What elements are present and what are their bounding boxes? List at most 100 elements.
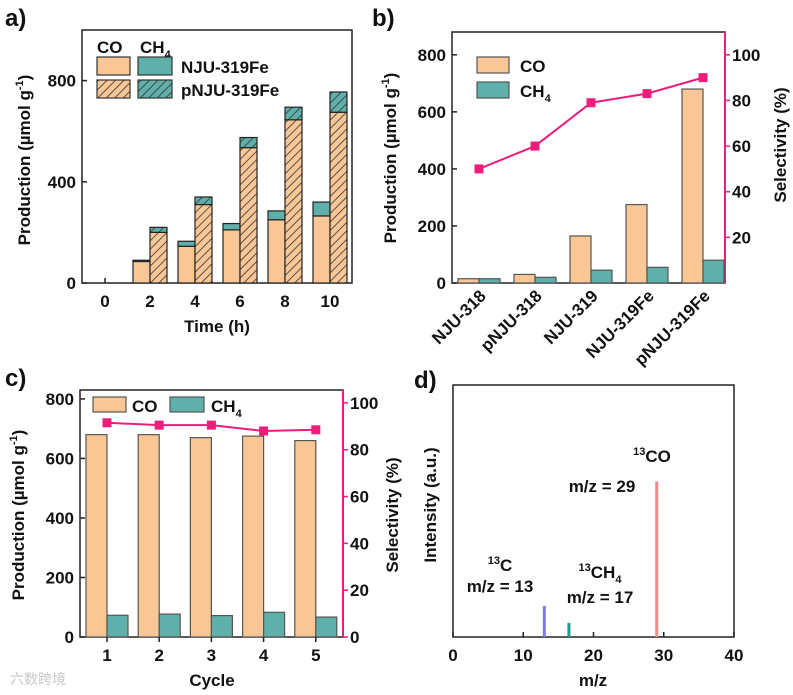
panel-c-ytick-label: 200 [46, 568, 74, 587]
panel-b-ytick-label: 400 [418, 160, 446, 179]
panel-a-xtick-label: 8 [280, 292, 289, 311]
panel-a-bar-co-NJU-319Fe [177, 245, 196, 284]
legend-swatch-nju-ch4 [137, 56, 173, 76]
panel-a-bar-co-pNJU-319Fe [194, 203, 213, 284]
panel-b-bar-ch4 [702, 259, 725, 284]
panel-c-selectivity-point [102, 418, 112, 428]
legend-col-co: CO [97, 38, 123, 57]
panel-a-bar-co-pNJU-319Fe [329, 111, 348, 284]
legend-label-pnju-319fe: pNJU-319Fe [181, 81, 279, 100]
legend-swatch-ch4 [476, 81, 510, 99]
panel-b-selectivity-point [586, 98, 596, 108]
panel-b-bar-co [569, 235, 592, 284]
panel-c-ytick-label: 0 [65, 628, 74, 647]
panel-b-ytick-label: 0 [437, 274, 446, 293]
panel-c-y2tick-label: 100 [350, 394, 378, 413]
panel-d-species-label: 13C [488, 555, 513, 575]
watermark: 六数跨境 [10, 671, 66, 687]
panel-c-selectivity-point [311, 425, 321, 435]
panel-c-selectivity-point [154, 420, 164, 430]
panel-b-selectivity-point [530, 141, 540, 151]
panel-c-bar-ch4 [210, 614, 233, 638]
panel-b-y2tick-label: 100 [732, 46, 760, 65]
legend-swatch-pnju-ch4 [137, 79, 173, 99]
panel-b-ylabel: Production (µmol g-1) [380, 73, 400, 244]
panel-b-selectivity-point [698, 73, 708, 83]
panel-b-selectivity-line [478, 76, 704, 170]
panel-a-bar-ch4-pNJU-319Fe [149, 226, 168, 233]
panel-c-selectivity-point [206, 420, 216, 430]
panel-d-peak-co [655, 481, 659, 637]
panel-a-bar-ch4-NJU-319Fe [267, 210, 286, 221]
panel-d-peak-c [542, 605, 546, 637]
panel-a-bar-ch4-pNJU-319Fe [239, 136, 258, 149]
panel-a-xtick-label: 6 [235, 292, 244, 311]
legend-label-ch4: CH4 [520, 82, 552, 105]
panel-a-frame [81, 29, 353, 284]
panel-c-bar-co [189, 437, 212, 638]
panel-a-ytick-label: 0 [67, 274, 76, 293]
panel-b-bar-co [681, 88, 704, 284]
panel-a-ylabel: Production (µmol g-1) [14, 75, 34, 246]
panel-d-species-label: 13CO [633, 446, 671, 466]
panel-c-bar-co [85, 434, 108, 638]
panel-a-ytick-label: 400 [48, 173, 76, 192]
panel-c-y2tick-label: 20 [350, 581, 369, 600]
panel-a-bar-co-pNJU-319Fe [149, 231, 168, 284]
panel-a-bar-ch4-pNJU-319Fe [329, 91, 348, 113]
panel-a-bar-ch4-pNJU-319Fe [284, 106, 303, 121]
panel-d-mz-label: m/z = 17 [567, 588, 634, 607]
panel-c-bar-co [294, 439, 317, 638]
panel-a-xlabel: Time (h) [184, 317, 250, 336]
panel-a-ytick-label: 800 [48, 72, 76, 91]
panel-label-d: d) [414, 367, 437, 394]
panel-b-bar-co [457, 278, 480, 284]
panel-c-y2tick-label: 80 [350, 441, 369, 460]
panel-b-selectivity-point [642, 89, 652, 99]
panel-d-ylabel: Intensity (a.u.) [421, 447, 440, 562]
panel-c-bar-co [242, 435, 265, 638]
panel-c-ytick-label: 800 [46, 390, 74, 409]
panel-a-bar-co-NJU-319Fe [267, 219, 286, 284]
panel-a-bar-co-NJU-319Fe [222, 229, 241, 284]
panel-d-mz-label: m/z = 29 [569, 477, 636, 496]
panel-c-ytick-label: 600 [46, 449, 74, 468]
panel-b-bar-ch4 [590, 269, 613, 284]
panel-d-xlabel: m/z [579, 671, 607, 690]
panel-a-bar-co-NJU-319Fe [312, 215, 331, 284]
panel-c-ylabel: Production (µmol g-1) [8, 430, 28, 601]
panel-c-y2tick-label: 0 [350, 628, 359, 647]
panel-c-bar-ch4 [315, 616, 338, 638]
legend-swatch-pnju-co [96, 79, 131, 99]
panel-d-mz-label: m/z = 13 [467, 577, 534, 596]
panel-b-bar-co [625, 203, 648, 284]
legend-label-co: CO [132, 397, 158, 416]
legend-label-co: CO [520, 57, 546, 76]
panel-c-bar-ch4 [263, 611, 286, 638]
panel-a-xtick-label: 2 [145, 292, 154, 311]
legend-swatch-ch4 [169, 396, 205, 413]
panel-a-legend: CO CH4 NJU-319Fe pNJU-319Fe [96, 38, 279, 100]
panel-a-bar-ch4-NJU-319Fe [132, 259, 151, 263]
panel-a-bar-co-pNJU-319Fe [239, 147, 258, 284]
panel-label-b: b) [372, 5, 395, 32]
panel-b-xtick-label: pNJU-318 [477, 286, 546, 355]
panel-c-xtick-label: 2 [154, 646, 163, 665]
panel-c-legend: CO CH4 [92, 396, 243, 420]
panel-a-xtick-label: 0 [100, 292, 109, 311]
panel-c-selectivity-point [259, 426, 269, 436]
panel-b-ytick-label: 200 [418, 217, 446, 236]
legend-swatch-co [92, 396, 127, 413]
legend-label-ch4: CH4 [211, 397, 243, 420]
panel-a-bar-co-pNJU-319Fe [284, 119, 303, 284]
panel-c-xtick-label: 3 [207, 646, 216, 665]
panel-d-xtick-label: 10 [514, 646, 533, 665]
panel-c-ytick-label: 400 [46, 509, 74, 528]
panel-b-bar-co [513, 273, 536, 284]
panel-c-xtick-label: 4 [259, 646, 269, 665]
panel-a-xtick-label: 10 [321, 292, 340, 311]
panel-a-bar-co-NJU-319Fe [132, 260, 151, 284]
legend-col-ch4: CH4 [140, 38, 172, 61]
